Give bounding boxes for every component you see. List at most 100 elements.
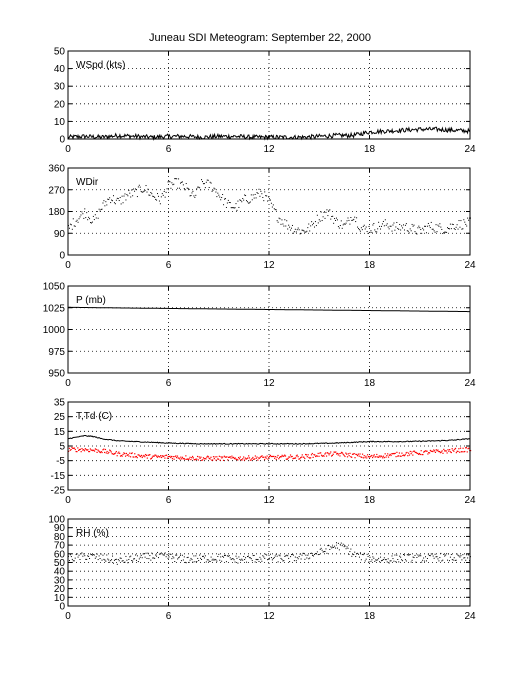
data-point — [464, 450, 466, 453]
data-point — [277, 561, 279, 563]
data-point — [105, 201, 107, 203]
data-point — [261, 560, 263, 562]
data-point — [391, 230, 393, 232]
data-point — [131, 189, 133, 191]
data-point — [206, 456, 208, 458]
data-point — [91, 554, 93, 556]
data-point — [277, 454, 279, 457]
data-point — [242, 559, 244, 561]
data-point — [338, 549, 340, 551]
data-point — [99, 557, 101, 559]
data-point — [239, 456, 241, 458]
data-point — [442, 452, 444, 454]
data-point — [302, 456, 304, 458]
data-point — [304, 231, 306, 233]
data-point — [348, 554, 350, 556]
data-point — [211, 559, 213, 561]
data-point — [95, 217, 97, 219]
data-point — [334, 451, 336, 453]
data-point — [306, 456, 308, 458]
data-point — [180, 456, 182, 458]
data-point — [86, 449, 88, 451]
data-point — [313, 553, 315, 555]
data-point — [351, 453, 354, 455]
data-point — [276, 220, 278, 222]
data-point — [335, 451, 337, 453]
data-point — [269, 455, 271, 458]
data-point — [235, 458, 237, 460]
data-point — [448, 560, 450, 562]
data-point — [296, 557, 298, 559]
data-point — [382, 455, 385, 457]
data-point — [420, 450, 422, 452]
data-point — [310, 457, 312, 459]
data-point — [265, 195, 267, 197]
data-point — [364, 457, 366, 459]
data-point — [307, 554, 309, 556]
panel-label: WSpd (kts) — [76, 60, 125, 71]
data-point — [373, 454, 375, 456]
data-point — [420, 229, 422, 231]
data-point — [127, 195, 129, 197]
data-point — [315, 553, 317, 555]
data-point — [321, 455, 323, 457]
data-point — [316, 214, 318, 216]
data-point — [347, 453, 349, 455]
data-point — [256, 559, 258, 561]
data-point — [141, 557, 143, 559]
data-point — [176, 178, 178, 180]
data-point — [404, 224, 406, 226]
data-point — [183, 556, 185, 558]
data-point — [352, 219, 354, 221]
data-point — [433, 450, 436, 452]
data-point — [321, 220, 323, 222]
data-point — [405, 560, 407, 562]
data-point — [94, 448, 96, 450]
data-point — [360, 456, 362, 458]
data-point — [113, 559, 115, 561]
data-point — [350, 548, 352, 550]
data-point — [95, 448, 97, 451]
data-point — [421, 232, 423, 234]
y-tick-label: 10 — [54, 117, 66, 128]
data-point — [346, 220, 348, 222]
data-point — [331, 215, 333, 217]
panel-3: 0 6 12 18 24 950 975 1000 1025 1050 P (mb) — [43, 282, 476, 390]
data-point — [297, 558, 299, 560]
data-point — [269, 454, 272, 457]
data-point — [205, 561, 207, 563]
data-point — [375, 559, 377, 561]
data-point — [116, 455, 118, 457]
data-point — [105, 452, 107, 454]
y-tick-label: 1050 — [43, 282, 66, 293]
data-point — [135, 456, 137, 458]
data-point — [341, 451, 343, 453]
data-point — [386, 561, 388, 563]
data-point — [404, 559, 406, 561]
data-point — [123, 452, 125, 454]
data-point — [412, 454, 414, 456]
y-tick-label: 1000 — [43, 325, 66, 336]
data-point — [167, 557, 169, 559]
data-point — [349, 551, 351, 553]
data-point — [83, 553, 85, 555]
data-point — [442, 233, 444, 235]
data-point — [461, 228, 463, 230]
data-point — [351, 219, 353, 221]
data-point — [390, 225, 392, 227]
data-point — [233, 207, 235, 209]
data-point — [452, 224, 454, 226]
x-tick-label: 18 — [364, 260, 376, 271]
data-point — [449, 223, 451, 225]
data-point — [163, 455, 165, 457]
data-point — [417, 227, 419, 229]
data-point — [153, 557, 155, 559]
data-point — [102, 202, 104, 204]
data-point — [74, 448, 76, 451]
data-point — [198, 186, 200, 188]
data-point — [210, 456, 212, 458]
data-point — [157, 455, 159, 457]
data-point — [155, 554, 157, 556]
data-point — [191, 455, 194, 458]
data-point — [468, 219, 470, 221]
